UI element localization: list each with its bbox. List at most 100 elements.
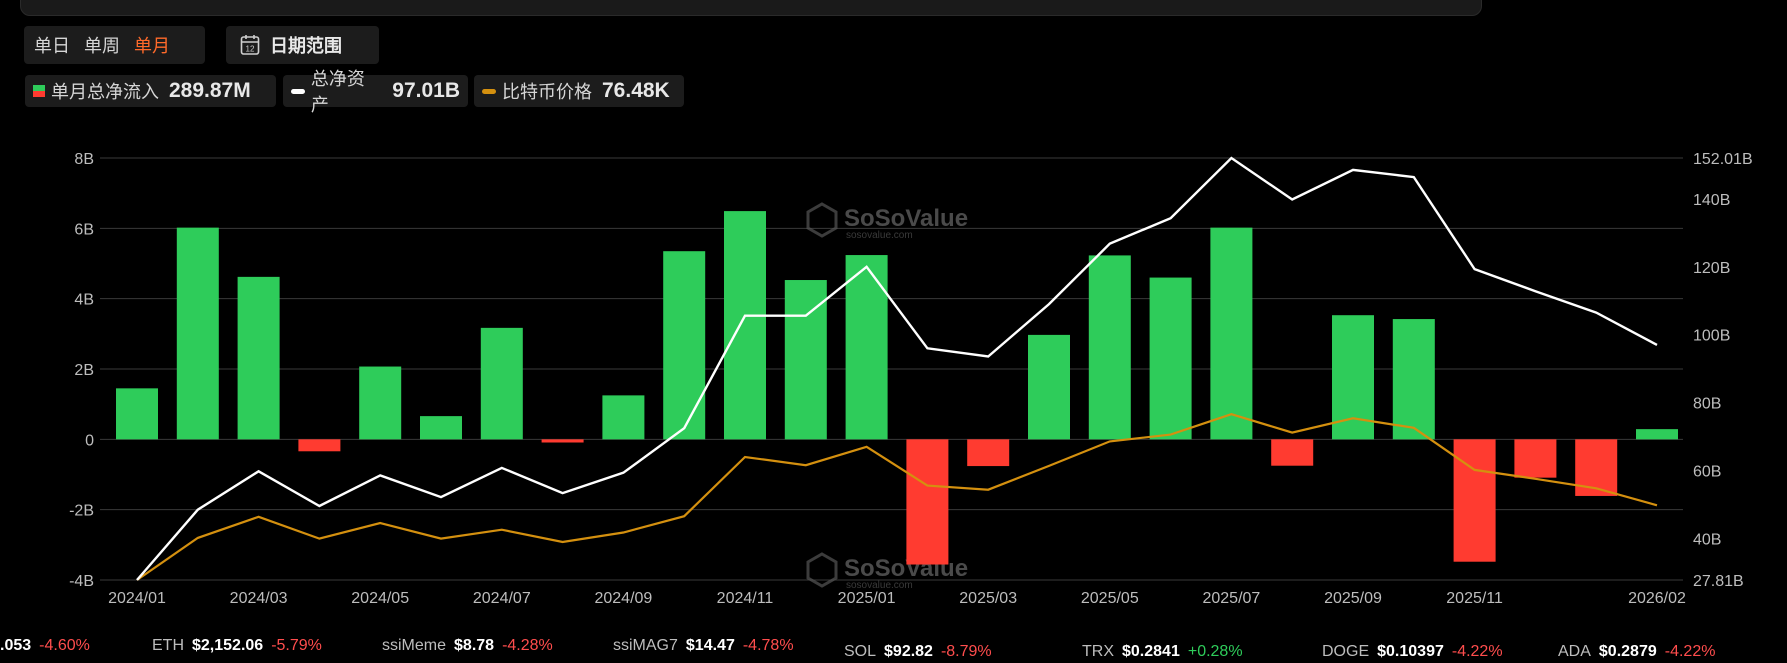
date-range-label: 日期范围 [270,36,342,56]
bar-marker-icon [33,85,45,97]
period-day-button[interactable]: 单日 [34,36,70,56]
y-right-tick-label: 140B [1693,192,1730,209]
x-tick-label: 2025/09 [1324,590,1382,607]
y-right-tick-label: 100B [1693,328,1730,345]
watermark-site: sosovalue.com [846,580,913,591]
inflow-bar [1028,334,1070,440]
x-tick-label: 2025/07 [1202,590,1260,607]
legend-label: 比特币价格 [502,82,592,102]
legend-label: 总净资产 [310,69,365,115]
x-tick-label: 2025/05 [1081,590,1139,607]
inflow-bar [1088,255,1131,440]
svg-text:12: 12 [246,45,255,54]
inflow-bar [176,227,219,440]
inflow-bar [845,255,888,440]
ticker-symbol: ETH [152,637,184,654]
ticker-symbol: ssiMAG7 [613,637,678,654]
ticker-price: $0.10397 [1377,643,1444,660]
ticker-item[interactable]: TRX $0.2841 +0.28% [1082,643,1243,661]
y-right-tick-label: 40B [1693,532,1721,549]
inflow-bar [1514,439,1557,478]
x-tick-label: 2024/09 [594,590,652,607]
y-right-tick-label: 27.81B [1693,573,1744,590]
ticker-change: -4.22% [1451,643,1503,660]
ticker-change: -4.28% [502,637,553,654]
ticker-symbol: TRX [1082,643,1114,660]
y-right-tick-label: 60B [1693,464,1721,481]
ticker-symbol: SOL [844,643,877,660]
ticker-item[interactable]: ADA $0.2879 -4.22% [1558,643,1715,661]
x-tick-label: 2025/11 [1446,590,1503,607]
legend-net-inflow[interactable]: 单月总净流入 289.87M [25,75,276,107]
btc-price-line [136,413,1658,581]
y-left-tick-label: 8B [74,151,94,168]
etf-flow-chart[interactable]: 8B 6B 4B 2B 0 -2B -4B 152.01B 140B 120B 100B 80B 60B… [0,0,1787,631]
period-week-button[interactable]: 单周 [84,36,120,56]
calendar-icon: 12 [240,35,260,55]
ticker-item[interactable]: DOGE $0.10397 -4.22% [1322,643,1503,661]
inflow-bar [359,366,402,440]
line-marker-icon [482,88,496,94]
legend-value: 76.48K [602,79,670,102]
x-tick-label: 2024/05 [351,590,409,607]
inflow-bar [237,276,280,440]
inflow-bar [116,388,158,440]
y-left-tick-label: 2B [74,362,94,379]
watermark-brand: SoSoValue [844,555,968,582]
inflow-bar [420,416,462,440]
inflow-bar [602,395,645,440]
inflow-bar [1636,429,1678,440]
inflow-bar [480,327,523,440]
inflow-bar [906,439,949,565]
legend-label: 单月总净流入 [51,82,159,102]
ticker-item[interactable]: ETH $2,152.06 -5.79% [152,637,322,655]
ticker-price: $2,152.06 [192,637,264,654]
y-right-tick-label: 152.01B [1693,151,1753,168]
inflow-bar [663,251,706,440]
x-tick-label: 2025/01 [838,590,896,607]
inflow-bar [1210,227,1253,440]
price-ticker: .053 -4.60% ETH $2,152.06 -5.79% ssiMeme $8.… [0,631,1787,663]
ticker-change: -8.79% [940,643,992,660]
inflow-bar [541,439,584,443]
x-tick-label: 2024/01 [108,590,166,607]
watermark-site: sosovalue.com [846,230,913,241]
inflow-bar [784,280,827,440]
inflow-bar [298,439,341,452]
date-range-button[interactable]: 12 日期范围 [226,26,379,64]
x-tick-label: 2026/02 [1628,590,1686,607]
legend-value: 289.87M [169,79,251,102]
ticker-price: $92.82 [884,643,933,660]
ticker-price: $0.2879 [1598,643,1657,660]
inflow-bar [724,211,766,440]
y-left-tick-label: -2B [69,503,94,520]
ticker-item[interactable]: .053 -4.60% [0,637,90,655]
ticker-symbol: DOGE [1322,643,1370,660]
total-assets-line [136,156,1658,581]
legend-total-assets[interactable]: 总净资产 97.01B [283,69,468,115]
y-left-tick-label: -4B [69,573,94,590]
y-left-tick-label: 6B [74,221,94,238]
ticker-price: $0.2841 [1122,643,1180,660]
watermark-logo-icon [806,552,838,588]
period-month-button[interactable]: 单月 [134,36,170,56]
x-tick-label: 2024/07 [473,590,531,607]
x-tick-label: 2025/03 [959,590,1017,607]
x-tick-label: 2024/03 [230,590,288,607]
y-left-tick-label: 0 [85,432,94,449]
ticker-item[interactable]: ssiMAG7 $14.47 -4.78% [613,637,794,655]
line-marker-icon [291,88,305,94]
ticker-item[interactable]: ssiMeme $8.78 -4.28% [382,637,553,655]
ticker-change: -4.60% [39,637,90,654]
top-tab-strip [20,0,1482,16]
inflow-bar [1149,277,1192,440]
ticker-item[interactable]: SOL $92.82 -8.79% [844,643,992,661]
watermark-brand: SoSoValue [844,205,968,232]
y-right-tick-label: 120B [1693,260,1730,277]
ticker-change: -5.79% [271,637,322,654]
y-left-tick-label: 4B [74,292,94,309]
y-right-tick-label: 80B [1693,396,1721,413]
inflow-bar [967,439,1010,467]
ticker-symbol: ssiMeme [382,637,447,654]
legend-btc-price[interactable]: 比特币价格 76.48K [474,75,684,107]
